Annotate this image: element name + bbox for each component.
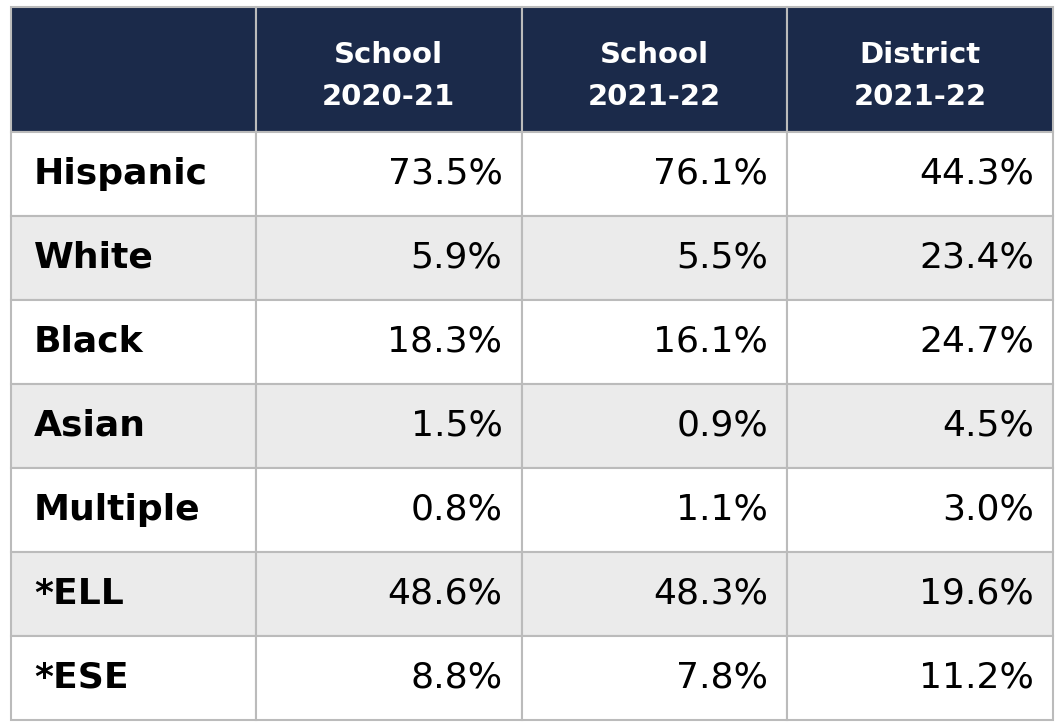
Text: Black: Black bbox=[34, 325, 144, 359]
Text: School: School bbox=[334, 41, 444, 68]
Bar bbox=[787, 468, 1053, 552]
Text: *ELL: *ELL bbox=[34, 577, 123, 611]
Text: 7.8%: 7.8% bbox=[677, 661, 768, 695]
Text: 2021-22: 2021-22 bbox=[588, 83, 721, 111]
Text: School: School bbox=[600, 41, 709, 68]
Bar bbox=[11, 7, 255, 132]
Text: District: District bbox=[860, 41, 981, 68]
Text: 73.5%: 73.5% bbox=[387, 157, 502, 191]
Bar bbox=[521, 635, 787, 720]
Text: 11.2%: 11.2% bbox=[919, 661, 1034, 695]
Bar bbox=[521, 552, 787, 635]
Text: Multiple: Multiple bbox=[34, 493, 201, 527]
Bar bbox=[787, 300, 1053, 384]
Bar bbox=[11, 300, 255, 384]
Bar bbox=[787, 7, 1053, 132]
Bar bbox=[255, 7, 521, 132]
Text: White: White bbox=[34, 241, 154, 275]
Text: *ESE: *ESE bbox=[34, 661, 129, 695]
Text: 16.1%: 16.1% bbox=[653, 325, 768, 359]
Text: Asian: Asian bbox=[34, 409, 146, 443]
Text: 0.9%: 0.9% bbox=[677, 409, 768, 443]
Text: 76.1%: 76.1% bbox=[653, 157, 768, 191]
Bar bbox=[521, 7, 787, 132]
Text: 2021-22: 2021-22 bbox=[853, 83, 987, 111]
Bar bbox=[11, 635, 255, 720]
Text: 48.6%: 48.6% bbox=[387, 577, 502, 611]
Text: 4.5%: 4.5% bbox=[943, 409, 1034, 443]
Bar bbox=[787, 216, 1053, 300]
Text: 23.4%: 23.4% bbox=[919, 241, 1034, 275]
Bar bbox=[521, 300, 787, 384]
Bar bbox=[11, 468, 255, 552]
Text: 2020-21: 2020-21 bbox=[322, 83, 455, 111]
Bar bbox=[255, 552, 521, 635]
Text: 24.7%: 24.7% bbox=[919, 325, 1034, 359]
Text: 18.3%: 18.3% bbox=[387, 325, 502, 359]
Text: 5.5%: 5.5% bbox=[677, 241, 768, 275]
Text: 1.1%: 1.1% bbox=[677, 493, 768, 527]
Bar bbox=[787, 635, 1053, 720]
Bar bbox=[521, 216, 787, 300]
Bar bbox=[521, 468, 787, 552]
Bar bbox=[255, 384, 521, 468]
Text: 44.3%: 44.3% bbox=[919, 157, 1034, 191]
Bar bbox=[255, 635, 521, 720]
Text: 3.0%: 3.0% bbox=[943, 493, 1034, 527]
Bar bbox=[787, 384, 1053, 468]
Text: 19.6%: 19.6% bbox=[919, 577, 1034, 611]
Text: 1.5%: 1.5% bbox=[411, 409, 502, 443]
Text: Hispanic: Hispanic bbox=[34, 157, 209, 191]
Bar bbox=[255, 300, 521, 384]
Bar bbox=[11, 216, 255, 300]
Bar bbox=[11, 552, 255, 635]
Bar bbox=[255, 132, 521, 216]
Bar bbox=[787, 132, 1053, 216]
Bar bbox=[255, 468, 521, 552]
Bar bbox=[787, 552, 1053, 635]
Text: 5.9%: 5.9% bbox=[411, 241, 502, 275]
Text: 8.8%: 8.8% bbox=[411, 661, 502, 695]
Bar bbox=[255, 216, 521, 300]
Bar bbox=[11, 132, 255, 216]
Text: 48.3%: 48.3% bbox=[653, 577, 768, 611]
Bar bbox=[11, 384, 255, 468]
Bar bbox=[521, 384, 787, 468]
Bar bbox=[521, 132, 787, 216]
Text: 0.8%: 0.8% bbox=[411, 493, 502, 527]
